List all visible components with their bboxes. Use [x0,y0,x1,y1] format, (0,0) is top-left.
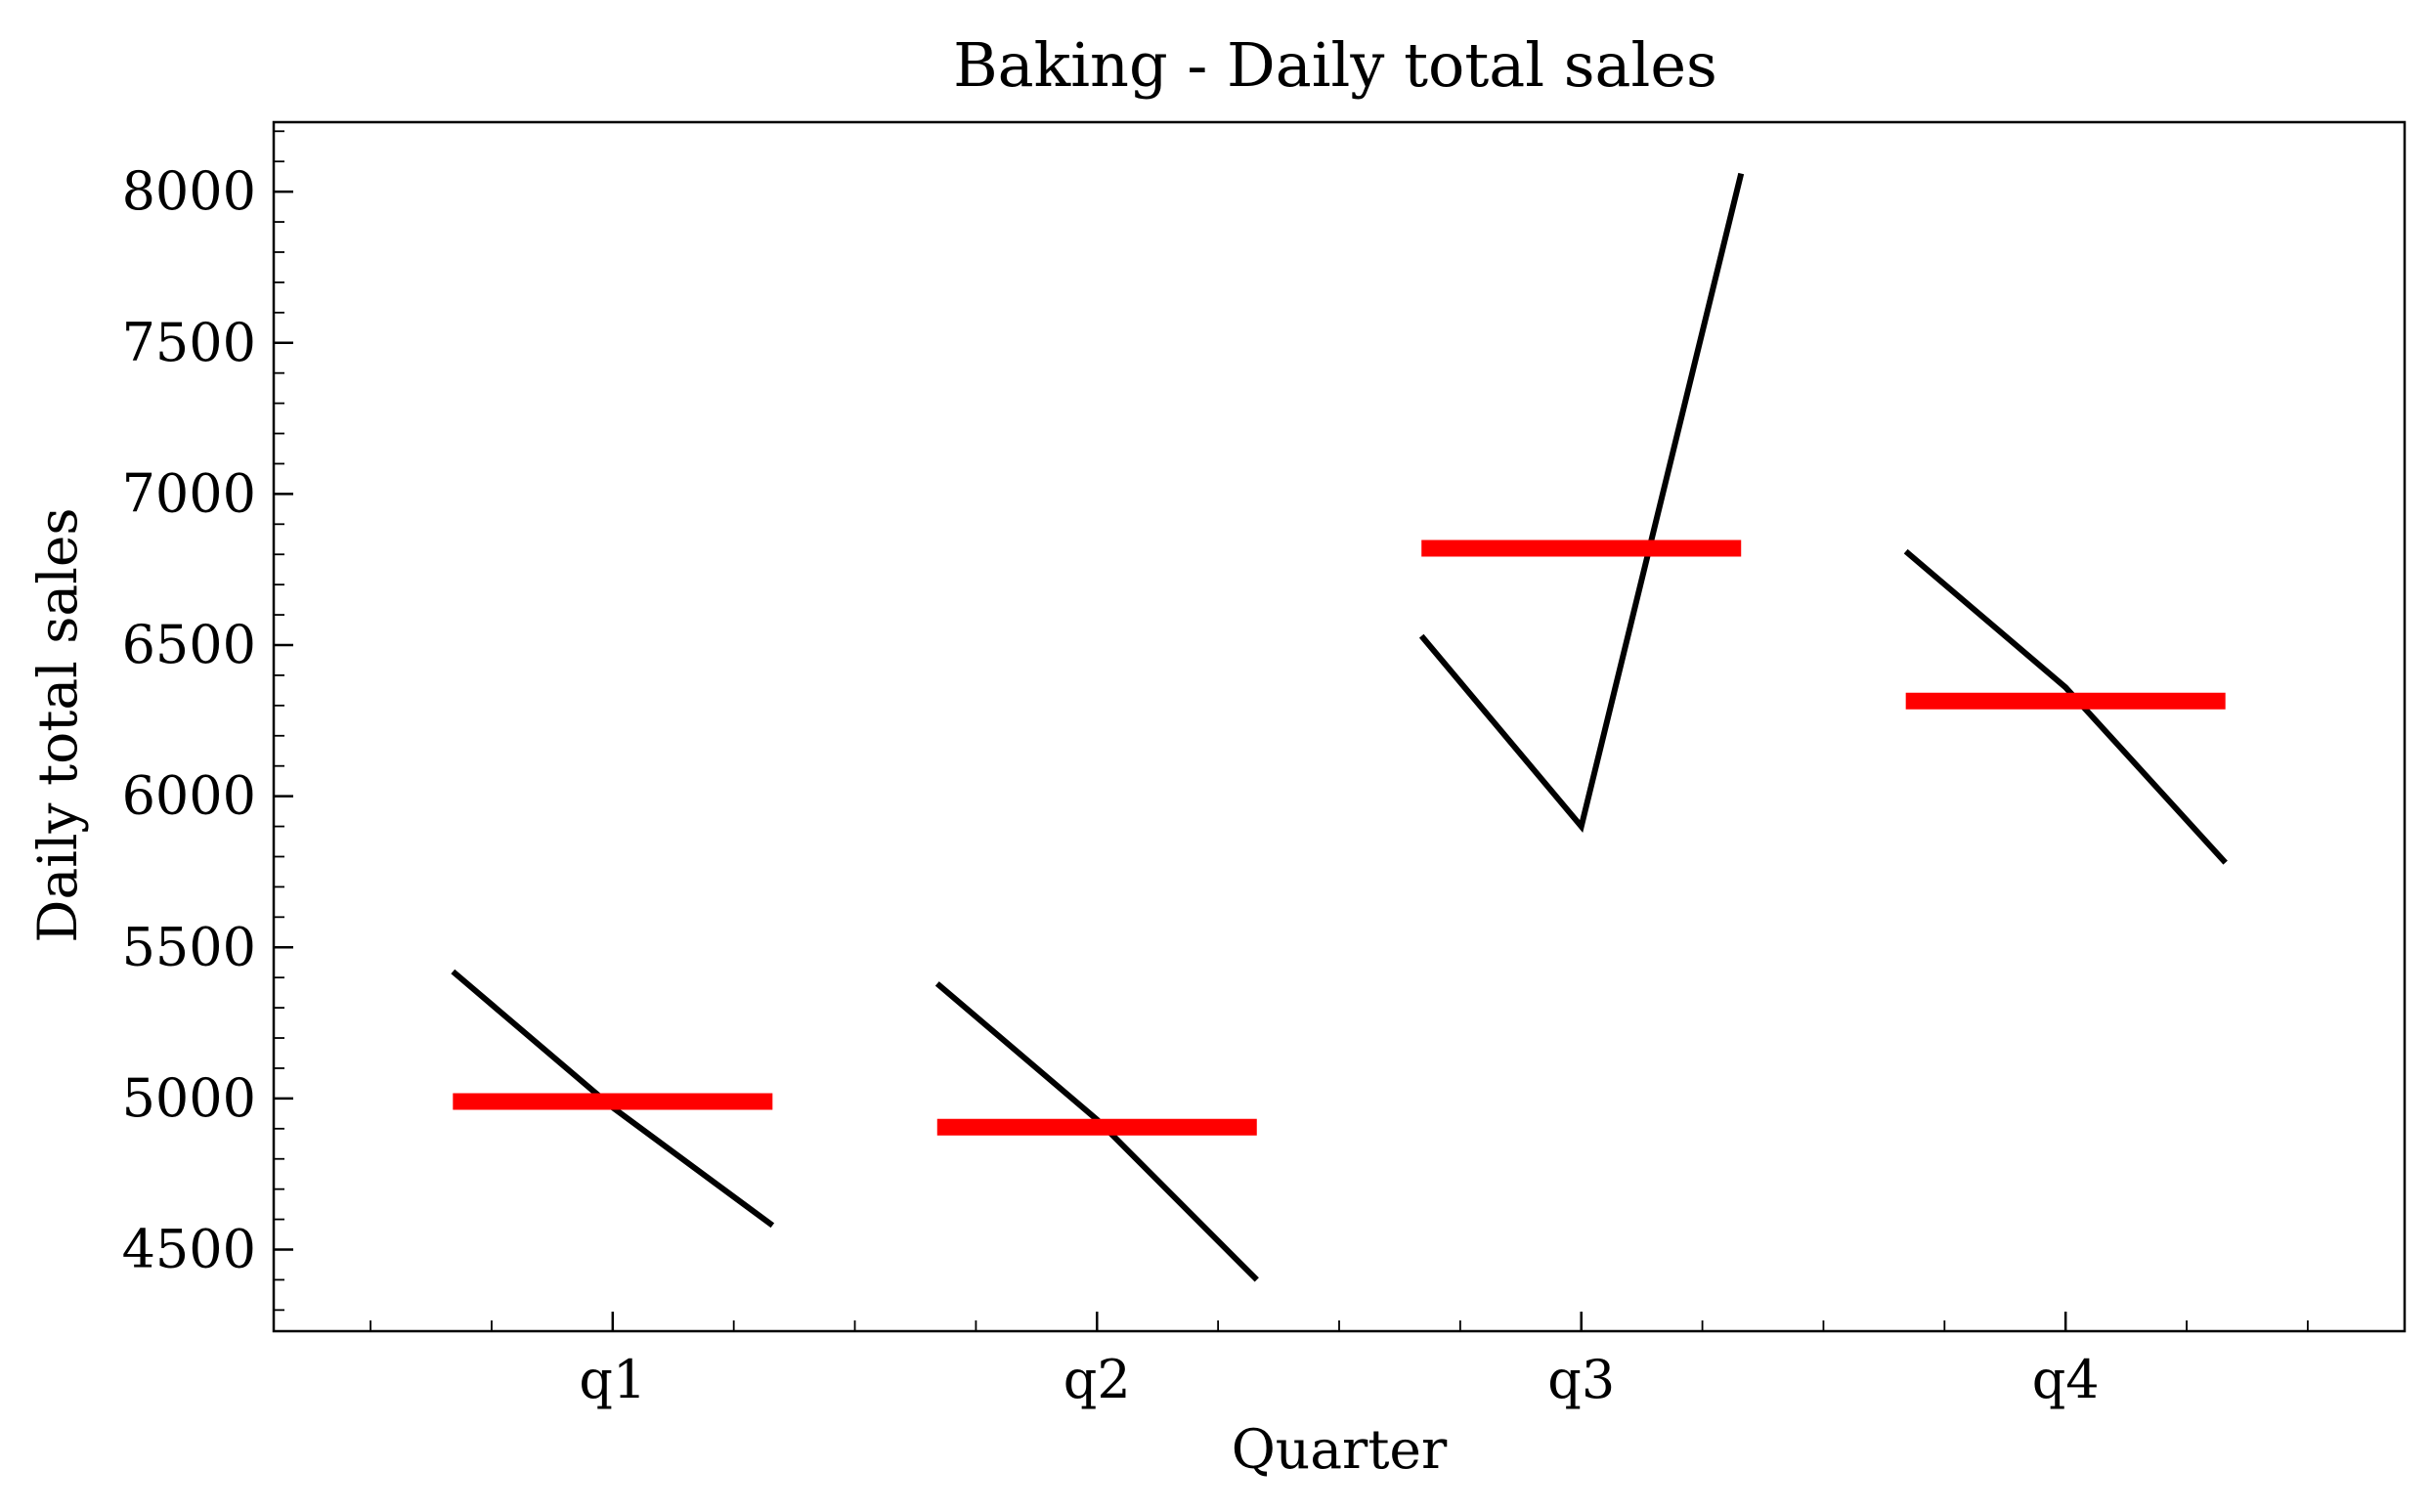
series-line-q3 [1418,172,1745,834]
y-tick-label: 7500 [122,312,256,373]
x-tick-label: q1 [579,1349,646,1410]
y-tick-label: 6000 [122,765,256,827]
x-axis-label: Quarter [1232,1418,1448,1481]
chart-title: Baking - Daily total sales [953,29,1717,101]
x-tick-label: q2 [1064,1349,1131,1410]
y-tick-label: 6500 [122,614,256,675]
y-axis-label: Daily total sales [26,507,89,942]
plot-frame [272,120,2407,1333]
x-tick-label: q4 [2032,1349,2100,1410]
y-tick-label: 5500 [122,916,256,977]
y-tick-label: 4500 [122,1219,256,1280]
y-tick-label: 5000 [122,1067,256,1129]
series-line-q4 [1903,548,2228,865]
x-tick-label: q3 [1547,1349,1615,1410]
plot-area: 4500 5000 5500 6000 6500 7000 7500 8000 q1 q2 q3 q4 [122,130,2309,1410]
y-tick-label: 8000 [122,160,256,222]
y-tick-label: 7000 [122,462,256,524]
